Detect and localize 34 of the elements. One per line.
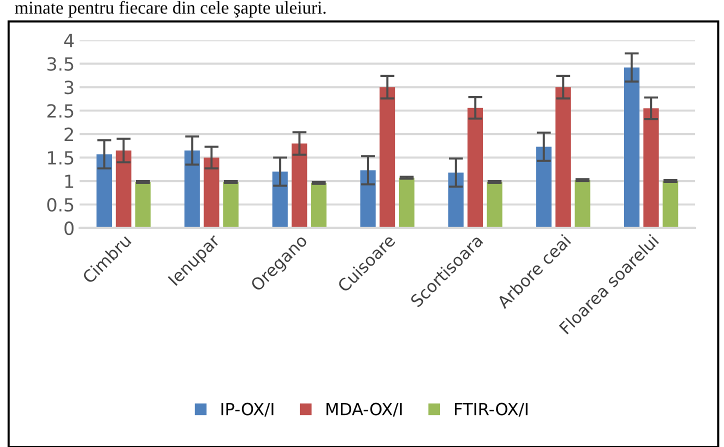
bar bbox=[184, 150, 200, 228]
y-tick-label: 3.5 bbox=[47, 57, 74, 71]
bar bbox=[662, 181, 678, 228]
y-tick-label: 1 bbox=[65, 174, 74, 188]
bar bbox=[574, 180, 590, 228]
legend-label: MDA-OX/I bbox=[326, 402, 402, 417]
bar bbox=[116, 150, 132, 228]
y-tick-label: 3 bbox=[64, 80, 74, 94]
y-tick-label: 4 bbox=[64, 34, 74, 48]
y-tick-label: 0.5 bbox=[47, 198, 74, 212]
bar bbox=[360, 170, 376, 228]
bar bbox=[448, 172, 464, 228]
bar bbox=[223, 182, 239, 228]
bar bbox=[311, 182, 327, 228]
bar bbox=[135, 182, 151, 228]
legend-label: IP-OX/I bbox=[222, 402, 274, 417]
y-tick-label: 2.5 bbox=[47, 104, 74, 118]
bar bbox=[486, 182, 502, 228]
y-tick-label: 2 bbox=[64, 128, 73, 141]
y-tick-label: 1.5 bbox=[48, 151, 74, 165]
bar bbox=[555, 87, 571, 228]
text: minate pentru fiecare din cele şapte uleiuri. bbox=[14, 0, 326, 18]
bar bbox=[468, 108, 483, 228]
legend-label: FTIR-OX/I bbox=[454, 402, 528, 417]
bar bbox=[643, 108, 659, 228]
bar bbox=[536, 146, 552, 228]
bar bbox=[204, 158, 220, 228]
bar bbox=[380, 87, 396, 228]
y-tick-label: 0 bbox=[64, 221, 74, 236]
bar bbox=[96, 154, 112, 228]
bar bbox=[398, 178, 414, 228]
bar bbox=[292, 143, 308, 228]
bar bbox=[624, 67, 640, 228]
bar bbox=[272, 172, 288, 228]
